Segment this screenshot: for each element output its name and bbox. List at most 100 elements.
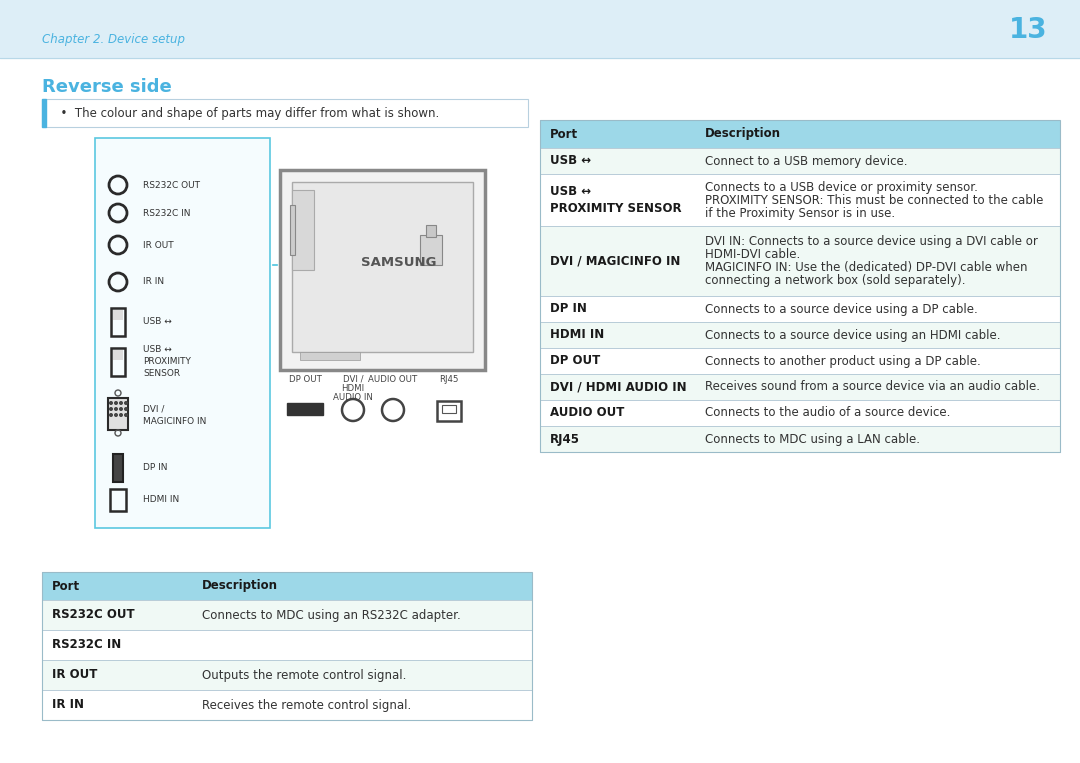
Circle shape [120,414,122,417]
Text: Receives the remote control signal.: Receives the remote control signal. [202,698,411,712]
Text: Connects to the audio of a source device.: Connects to the audio of a source device… [705,407,950,420]
Bar [113,310,123,320]
Text: Connects to MDC using an RS232C adapter.: Connects to MDC using an RS232C adapter. [202,609,461,622]
Text: HDMI IN: HDMI IN [550,329,604,342]
Text: RS232C IN: RS232C IN [143,208,190,217]
Text: PROXIMITY SENSOR: PROXIMITY SENSOR [550,202,681,215]
Bar [292,182,473,352]
Text: Description: Description [705,127,781,140]
Text: MAGICINFO IN: MAGICINFO IN [143,417,206,426]
Bar [540,322,1059,348]
Bar [426,225,436,237]
Bar [42,99,46,127]
Text: MAGICINFO IN: Use the (dedicated) DP-DVI cable when: MAGICINFO IN: Use the (dedicated) DP-DVI… [705,261,1027,274]
Text: Connects to a USB device or proximity sensor.: Connects to a USB device or proximity se… [705,181,977,194]
Text: RS232C OUT: RS232C OUT [52,609,135,622]
Bar [540,120,1059,148]
Text: HDMI IN: HDMI IN [143,494,179,504]
Text: IR IN: IR IN [143,278,164,286]
Text: SAMSUNG: SAMSUNG [361,256,436,269]
Text: DVI IN: Connects to a source device using a DVI cable or: DVI IN: Connects to a source device usin… [705,235,1038,248]
Text: IR OUT: IR OUT [143,240,174,250]
Text: if the Proximity Sensor is in use.: if the Proximity Sensor is in use. [705,207,895,220]
Text: DP OUT: DP OUT [550,355,600,368]
Circle shape [120,401,122,404]
Bar [111,348,125,376]
Bar [540,400,1059,426]
Text: Connects to MDC using a LAN cable.: Connects to MDC using a LAN cable. [705,433,920,446]
Text: IR OUT: IR OUT [52,668,97,681]
Text: USB ↔: USB ↔ [550,154,591,168]
Text: Chapter 2. Device setup: Chapter 2. Device setup [42,34,185,47]
Bar [280,170,485,370]
Text: RS232C IN: RS232C IN [52,639,121,652]
Text: DVI / MAGICINFO IN: DVI / MAGICINFO IN [550,255,680,268]
Text: PROXIMITY SENSOR: This must be connected to the cable: PROXIMITY SENSOR: This must be connected… [705,194,1043,207]
Text: RJ45: RJ45 [550,433,580,446]
Bar [287,403,323,415]
Bar [0,0,1080,58]
Bar [42,572,532,720]
Text: DVI / HDMI AUDIO IN: DVI / HDMI AUDIO IN [550,381,687,394]
Text: USB ↔: USB ↔ [550,185,591,198]
Text: SENSOR: SENSOR [143,369,180,378]
Text: HDMI-DVI cable.: HDMI-DVI cable. [705,248,800,261]
Text: Connects to another product using a DP cable.: Connects to another product using a DP c… [705,355,981,368]
Circle shape [124,401,127,404]
Text: DP OUT: DP OUT [288,375,322,384]
Bar [442,405,456,413]
Bar [110,489,126,511]
Bar [111,308,125,336]
Text: IR IN: IR IN [52,698,84,712]
Bar [540,148,1059,174]
Bar [292,190,314,270]
Text: connecting a network box (sold separately).: connecting a network box (sold separatel… [705,274,966,287]
Text: DP IN: DP IN [550,302,586,315]
Text: DP IN: DP IN [143,463,167,472]
Text: DVI /: DVI / [342,375,363,384]
Circle shape [124,414,127,417]
Bar [108,398,129,430]
Bar [540,296,1059,322]
Text: USB ↔: USB ↔ [143,346,172,355]
Text: •  The colour and shape of parts may differ from what is shown.: • The colour and shape of parts may diff… [53,107,440,120]
Bar [42,690,532,720]
Text: DVI /: DVI / [143,404,164,414]
Text: Receives sound from a source device via an audio cable.: Receives sound from a source device via … [705,381,1040,394]
Circle shape [114,414,118,417]
Text: Connect to a USB memory device.: Connect to a USB memory device. [705,154,907,168]
Text: HDMI: HDMI [341,384,365,393]
Bar [540,174,1059,226]
Text: USB ↔: USB ↔ [143,317,172,327]
Text: RS232C OUT: RS232C OUT [143,181,200,189]
Bar [291,205,295,255]
Circle shape [110,414,112,417]
Bar [113,454,123,482]
Text: Port: Port [52,580,80,593]
Bar [42,630,532,660]
Bar [42,99,528,127]
Circle shape [120,407,122,410]
Bar [420,235,442,265]
Bar [113,350,123,360]
Bar [540,374,1059,400]
Bar [300,352,360,360]
Text: AUDIO IN: AUDIO IN [333,393,373,402]
Text: Connects to a source device using an HDMI cable.: Connects to a source device using an HDM… [705,329,1000,342]
Bar [540,348,1059,374]
Bar [540,226,1059,296]
Circle shape [110,401,112,404]
Bar [95,138,270,528]
Bar [540,426,1059,452]
Text: PROXIMITY: PROXIMITY [143,358,191,366]
Circle shape [124,407,127,410]
Circle shape [114,407,118,410]
Text: Outputs the remote control signal.: Outputs the remote control signal. [202,668,406,681]
Text: RJ45: RJ45 [440,375,459,384]
Text: 13: 13 [1010,16,1048,44]
Bar [540,120,1059,452]
Text: AUDIO OUT: AUDIO OUT [368,375,418,384]
Text: AUDIO OUT: AUDIO OUT [550,407,624,420]
Text: Description: Description [202,580,278,593]
Bar [437,401,461,421]
